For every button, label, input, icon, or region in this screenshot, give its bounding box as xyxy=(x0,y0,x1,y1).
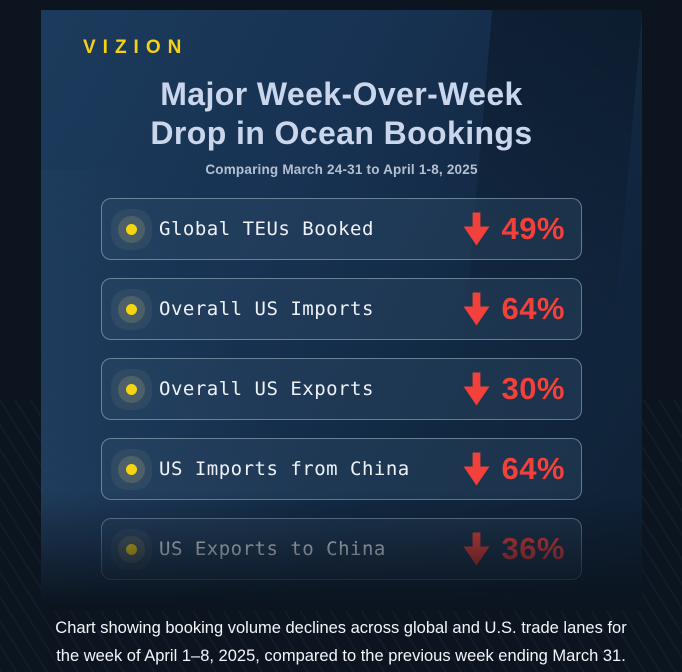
metric-change: 64% xyxy=(463,451,565,487)
metric-card: US Imports from China 64% xyxy=(101,438,582,500)
yellow-bullet-icon xyxy=(126,303,137,315)
image-caption: Chart showing booking volume declines ac… xyxy=(0,614,682,670)
metric-value: 30% xyxy=(501,371,565,406)
comparison-subtitle: Comparing March 24-31 to April 1-8, 2025 xyxy=(205,162,478,177)
metric-value: 36% xyxy=(501,531,565,566)
image-caption-text: Chart showing booking volume declines ac… xyxy=(55,619,627,665)
metric-change: 36% xyxy=(463,531,565,567)
metric-label: US Exports to China xyxy=(159,538,386,560)
infographic-panel: VIZION Major Week-Over-Week Drop in Ocea… xyxy=(41,10,642,611)
metric-label: Overall US Exports xyxy=(159,378,374,400)
metric-value: 64% xyxy=(501,291,565,326)
metric-label: Overall US Imports xyxy=(159,298,374,320)
metric-value: 64% xyxy=(501,451,565,486)
metric-change: 64% xyxy=(463,291,565,327)
yellow-bullet-icon xyxy=(126,543,137,555)
down-arrow-icon xyxy=(463,212,490,246)
metric-label: US Imports from China xyxy=(159,458,410,480)
metric-label: Global TEUs Booked xyxy=(159,218,374,240)
metric-card: Overall US Imports 64% xyxy=(101,278,582,340)
down-arrow-icon xyxy=(463,452,490,486)
page-title: Major Week-Over-Week Drop in Ocean Booki… xyxy=(41,75,642,153)
metrics-list: Global TEUs Booked 49% Overall US Import… xyxy=(41,198,642,580)
down-arrow-icon xyxy=(463,372,490,406)
yellow-bullet-icon xyxy=(126,383,137,395)
metric-card: Overall US Exports 30% xyxy=(101,358,582,420)
metric-card: Global TEUs Booked 49% xyxy=(101,198,582,260)
yellow-bullet-icon xyxy=(126,223,137,235)
vizion-logo: VIZION xyxy=(83,37,189,58)
down-arrow-icon xyxy=(463,532,490,566)
metric-change: 49% xyxy=(463,211,565,247)
yellow-bullet-icon xyxy=(126,463,137,475)
page-title-line1: Major Week-Over-Week xyxy=(160,76,523,112)
metric-value: 49% xyxy=(501,211,565,246)
down-arrow-icon xyxy=(463,292,490,326)
metric-change: 30% xyxy=(463,371,565,407)
metric-card: US Exports to China 36% xyxy=(101,518,582,580)
page-title-line2: Drop in Ocean Bookings xyxy=(150,115,533,151)
